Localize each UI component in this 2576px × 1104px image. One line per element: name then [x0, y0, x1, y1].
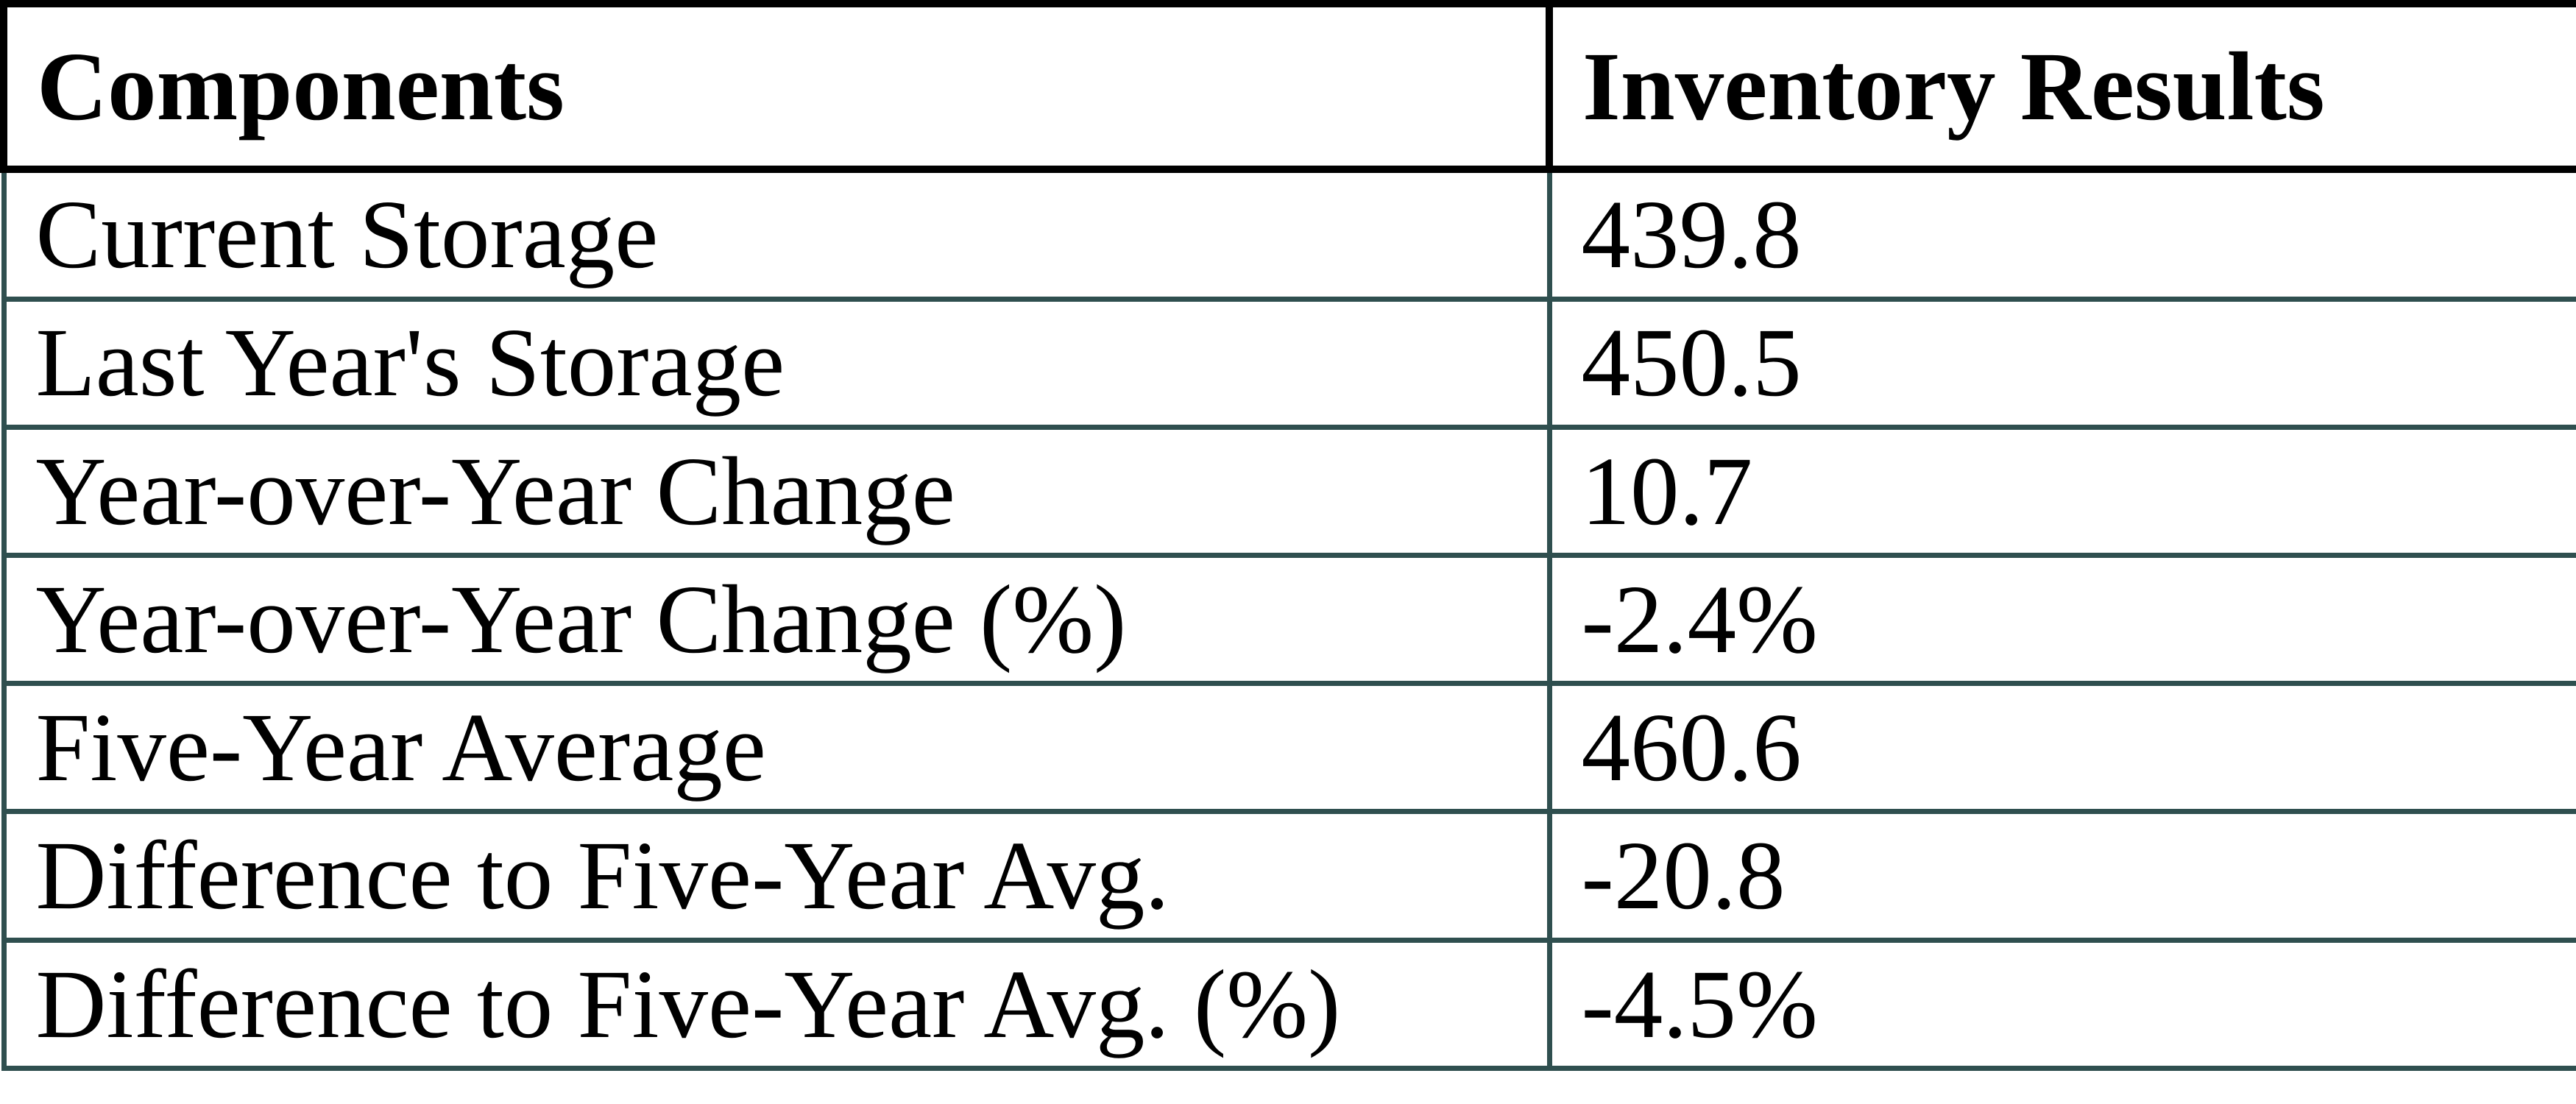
table-row: Five-Year Average 460.6 — [1, 681, 2576, 815]
table-row: Year-over-Year Change (%) -2.4% — [1, 552, 2576, 687]
inventory-table: Components Inventory Results Current Sto… — [0, 0, 2576, 1072]
component-cell: Year-over-Year Change (%) — [1, 552, 1552, 687]
component-cell: Difference to Five-Year Avg. (%) — [1, 937, 1552, 1072]
table-row: Current Storage 439.8 — [1, 166, 2576, 302]
value-cell: -4.5% — [1546, 937, 2576, 1072]
value-cell: 460.6 — [1546, 681, 2576, 815]
table-row: Last Year's Storage 450.5 — [1, 296, 2576, 430]
table-body: Current Storage 439.8 Last Year's Storage 4… — [1, 166, 2576, 1072]
column-header-inventory-results: Inventory Results — [1546, 0, 2576, 173]
component-cell: Difference to Five-Year Avg. — [1, 809, 1552, 943]
header-row: Components Inventory Results — [0, 0, 2576, 173]
value-cell: 10.7 — [1546, 424, 2576, 558]
value-cell: 439.8 — [1546, 166, 2576, 302]
value-cell: 450.5 — [1546, 296, 2576, 430]
table-row: Difference to Five-Year Avg. -20.8 — [1, 809, 2576, 943]
value-cell: -20.8 — [1546, 809, 2576, 943]
table-row: Year-over-Year Change 10.7 — [1, 424, 2576, 558]
value-cell: -2.4% — [1546, 552, 2576, 687]
table-row: Difference to Five-Year Avg. (%) -4.5% — [1, 937, 2576, 1072]
component-cell: Five-Year Average — [1, 681, 1552, 815]
component-cell: Current Storage — [1, 166, 1552, 302]
column-header-components: Components — [0, 0, 1553, 173]
component-cell: Last Year's Storage — [1, 296, 1552, 430]
component-cell: Year-over-Year Change — [1, 424, 1552, 558]
